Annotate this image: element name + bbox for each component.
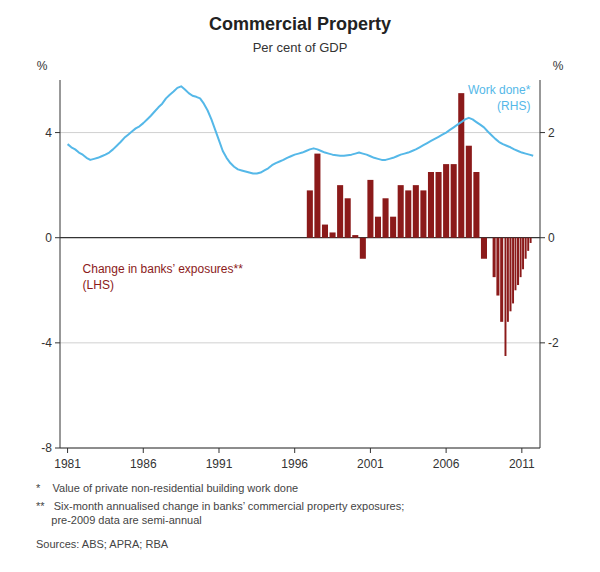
y-tick — [55, 132, 60, 133]
x-tick-label: 1986 — [130, 457, 157, 471]
subtitle: Per cent of GDP — [253, 40, 348, 55]
x-tick — [67, 448, 68, 453]
text-line: (RHS) — [497, 99, 530, 113]
bar — [500, 238, 503, 322]
x-tick — [521, 448, 522, 453]
grid-line — [60, 342, 540, 343]
x-tick-label: 2006 — [433, 457, 460, 471]
y-tick-label: 0 — [45, 231, 52, 245]
bar — [451, 164, 457, 238]
y2-tick-label: -2 — [548, 336, 559, 350]
bar — [436, 172, 442, 238]
y-tick-label: -8 — [41, 441, 52, 455]
y-tick — [55, 448, 60, 449]
bar — [466, 146, 472, 238]
series-label: Work done* (RHS) — [468, 83, 531, 113]
text-line: (LHS) — [83, 278, 114, 292]
y2-axis-label: % — [553, 59, 564, 73]
text-line: Work done* — [468, 83, 531, 97]
y-axis-line — [60, 80, 61, 448]
x-tick — [370, 448, 371, 453]
y2-axis-line — [540, 80, 541, 448]
bar — [512, 238, 514, 304]
grid — [60, 133, 540, 448]
bar — [337, 185, 343, 238]
bar — [413, 185, 419, 238]
x-tick-label: 1996 — [281, 457, 308, 471]
bar — [458, 93, 464, 238]
bar — [307, 190, 313, 237]
x-tick — [294, 448, 295, 453]
bar — [330, 232, 336, 237]
y-tick-label: 4 — [45, 126, 52, 140]
y-tick-label: -4 — [41, 336, 52, 350]
footnote: ** Six-month annualised change in banks’… — [36, 500, 404, 526]
grid-line — [60, 448, 540, 449]
bar — [509, 238, 511, 312]
bar — [420, 190, 426, 237]
y2-tick — [540, 342, 545, 343]
bars — [307, 93, 532, 356]
text-line: Sources: ABS; APRA; RBA — [36, 538, 169, 550]
text-line: pre-2009 data are semi-annual — [36, 514, 202, 526]
bar — [345, 198, 351, 237]
bar — [507, 238, 509, 322]
bar — [496, 238, 499, 296]
footnote: Sources: ABS; APRA; RBA — [36, 538, 169, 550]
bar — [428, 172, 434, 238]
y2-tick-label: 0 — [548, 231, 555, 245]
bar — [527, 238, 529, 251]
x-axis-line — [60, 448, 540, 449]
y2-tick-label: 2 — [548, 126, 555, 140]
x-tick — [446, 448, 447, 453]
y-tick — [55, 237, 60, 238]
title: Commercial Property — [209, 14, 391, 34]
text-line: ** Six-month annualised change in banks’… — [36, 500, 404, 512]
x-tick-label: 2011 — [509, 457, 535, 471]
chart: Commercial Property Per cent of GDP -8 -4 0 4… — [0, 0, 600, 572]
bar — [522, 238, 524, 270]
plot-data — [68, 86, 534, 356]
x-tick-label: 1991 — [206, 457, 233, 471]
bar — [405, 190, 411, 237]
bar — [314, 154, 320, 238]
x-tick-label: 1981 — [54, 457, 81, 471]
bar — [505, 238, 507, 356]
axes: -8 -4 0 4 -2 0 2 1981 1986 1991 1996 2001 2006 2011 — [41, 80, 559, 471]
bar — [375, 217, 381, 238]
footnote: * Value of private non-residential build… — [36, 482, 298, 494]
bar — [530, 238, 532, 243]
line — [68, 86, 534, 173]
bar — [525, 238, 527, 259]
text-line: Change in banks’ exposures** — [83, 262, 244, 276]
bar — [443, 164, 449, 238]
series-label: Change in banks’ exposures** (LHS) — [83, 262, 244, 292]
x-tick — [218, 448, 219, 453]
bar — [493, 238, 496, 277]
bar — [520, 238, 522, 277]
text-line: * Value of private non-residential build… — [36, 482, 298, 494]
bar — [473, 172, 479, 238]
bar — [352, 235, 358, 238]
bar — [515, 238, 517, 291]
bar — [390, 217, 396, 238]
bar — [360, 238, 366, 259]
x-tick-label: 2001 — [357, 457, 384, 471]
y-axis-label: % — [37, 59, 48, 73]
bar — [398, 185, 404, 238]
x-tick — [143, 448, 144, 453]
bar — [383, 198, 389, 237]
y2-tick — [540, 237, 545, 238]
bar — [517, 238, 519, 285]
y-tick — [55, 342, 60, 343]
y2-tick — [540, 132, 545, 133]
bar — [322, 225, 328, 238]
bar — [367, 180, 373, 238]
bar — [481, 238, 487, 259]
